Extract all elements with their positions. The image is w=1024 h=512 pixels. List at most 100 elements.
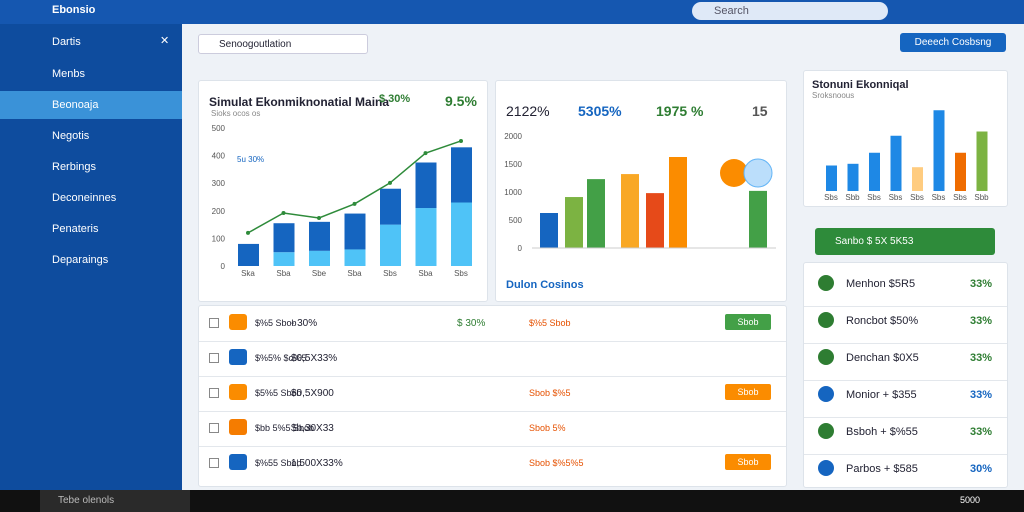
sidebar-item[interactable]: Penateris <box>52 223 99 235</box>
divider <box>804 380 1007 381</box>
sidebar-item[interactable]: Negotis <box>52 130 90 142</box>
row-name: $%5 Sbob <box>255 318 297 328</box>
y-tick-label: 2000 <box>504 132 522 141</box>
card-2: 2122% 5305% 1975 % 15 Dulon Cosinos 0 500… <box>495 80 787 302</box>
card-1: Simulat Ekonmiknonatial Maina Sioks ocos… <box>198 80 488 302</box>
row-note: Sbob $%5%5 <box>529 458 584 468</box>
row-name: Monior + $355 <box>846 389 917 401</box>
search[interactable]: Search <box>692 2 888 20</box>
row-name: $5%5 Sbob <box>255 388 302 398</box>
line-point <box>388 180 392 185</box>
card-title: Simulat Ekonmiknonatial Maina <box>209 95 390 109</box>
x-tick-label: Sbs <box>824 193 838 202</box>
y-tick-label: 0 <box>518 244 523 253</box>
checkbox[interactable] <box>209 458 219 468</box>
sidebar-item[interactable]: Beonoaja <box>0 91 182 119</box>
x-tick-label: Sba <box>347 269 362 278</box>
bar <box>309 221 330 251</box>
x-tick-label: Sbs <box>383 269 397 278</box>
sidebar-item[interactable]: Menbs <box>52 68 86 80</box>
stat: 5305% <box>578 103 622 119</box>
x-tick-label: Sbs <box>867 193 881 202</box>
row-icon <box>229 384 247 400</box>
y-tick-label: 500 <box>212 124 226 133</box>
line-point <box>352 201 357 206</box>
bar <box>540 213 558 248</box>
row-value: 33% <box>970 352 993 364</box>
x-tick-label: Sbs <box>889 193 903 202</box>
chart: 0 100 200 300 400 500 Ska Sba Sbe Sba Sbs Sba Sbs <box>212 124 472 278</box>
divider <box>199 446 786 447</box>
row-icon <box>818 386 834 402</box>
bar <box>238 243 259 266</box>
chart: 0 500 1000 1500 2000 <box>504 132 776 253</box>
bar <box>380 188 401 225</box>
row-action[interactable]: Sbob <box>725 314 771 330</box>
row-amount: 1,500X33% <box>291 458 343 469</box>
row-amount: - 30% <box>291 318 318 329</box>
taskbar-search[interactable]: Tebe olenols <box>40 490 190 512</box>
row-icon <box>818 349 834 365</box>
row-icon <box>229 314 247 330</box>
close[interactable]: ✕ <box>160 35 170 47</box>
y-tick-label: 400 <box>212 152 226 161</box>
card-footer: Dulon Cosinos <box>506 279 584 291</box>
line-point <box>459 138 463 143</box>
sidebar-item[interactable]: Rerbings <box>52 161 97 173</box>
bar <box>451 147 472 203</box>
card-title: Stonuni Ekonniqal <box>812 79 909 91</box>
line-point <box>246 230 250 235</box>
banner[interactable]: Sanbo $ 5X 5K53 <box>815 228 995 255</box>
divider <box>199 341 786 342</box>
dropdown[interactable]: Senoogoutlation <box>198 34 368 54</box>
row-name: $%5% $o%5 <box>255 353 307 363</box>
row-name: Roncbot $50% <box>846 315 919 327</box>
row-icon <box>818 423 834 439</box>
sidebar-item[interactable]: Deparaings <box>52 254 109 266</box>
sidebar-item[interactable]: Deconeinnes <box>52 192 117 204</box>
row-amount: $b,30X33 <box>291 423 334 434</box>
row-name: Menhon $5R5 <box>846 278 916 290</box>
row-value: 33% <box>970 426 993 438</box>
topbar: Ebonsio Search <box>0 0 1024 24</box>
bar <box>565 197 583 248</box>
checkbox[interactable] <box>209 423 219 433</box>
bar <box>976 131 988 191</box>
bar <box>826 165 837 191</box>
checkbox[interactable] <box>209 388 219 398</box>
row-icon <box>229 454 247 470</box>
y-tick-label: 100 <box>212 234 226 243</box>
action-button[interactable]: Deeech Cosbsng <box>900 33 1006 52</box>
divider <box>199 411 786 412</box>
row-note: Sbob 5% <box>529 423 566 433</box>
stat: 9.5% <box>445 93 477 109</box>
x-tick-label: Sbb <box>974 193 989 202</box>
bar <box>847 163 859 191</box>
taskbar: Tebe olenols 5000 <box>0 490 1024 512</box>
checkbox[interactable] <box>209 318 219 328</box>
row-action[interactable]: Sbob <box>725 384 771 400</box>
row-icon <box>818 275 834 291</box>
list: Menhon $5R5 33% Roncbot $50% 33% Denchan $0X… <box>803 262 1008 488</box>
row-icon <box>818 312 834 328</box>
row-action[interactable]: Sbob <box>725 454 771 470</box>
sidebar-title: Dartis <box>52 36 81 48</box>
line-point <box>423 151 428 156</box>
line-point <box>317 215 321 220</box>
row-name: Parbos + $585 <box>846 463 918 475</box>
bar <box>273 252 295 266</box>
stat: $ 30% <box>379 93 411 105</box>
checkbox[interactable] <box>209 353 219 363</box>
pie-icon <box>743 158 773 188</box>
divider <box>804 306 1007 307</box>
bar <box>955 152 966 191</box>
bar <box>621 174 639 248</box>
x-tick-label: Sbs <box>910 193 924 202</box>
row-value: 33% <box>970 315 993 327</box>
bar <box>415 162 437 209</box>
bar <box>933 110 945 191</box>
bar <box>669 157 687 248</box>
x-tick-label: Sbs <box>932 193 946 202</box>
y-tick-label: 0 <box>221 262 226 271</box>
